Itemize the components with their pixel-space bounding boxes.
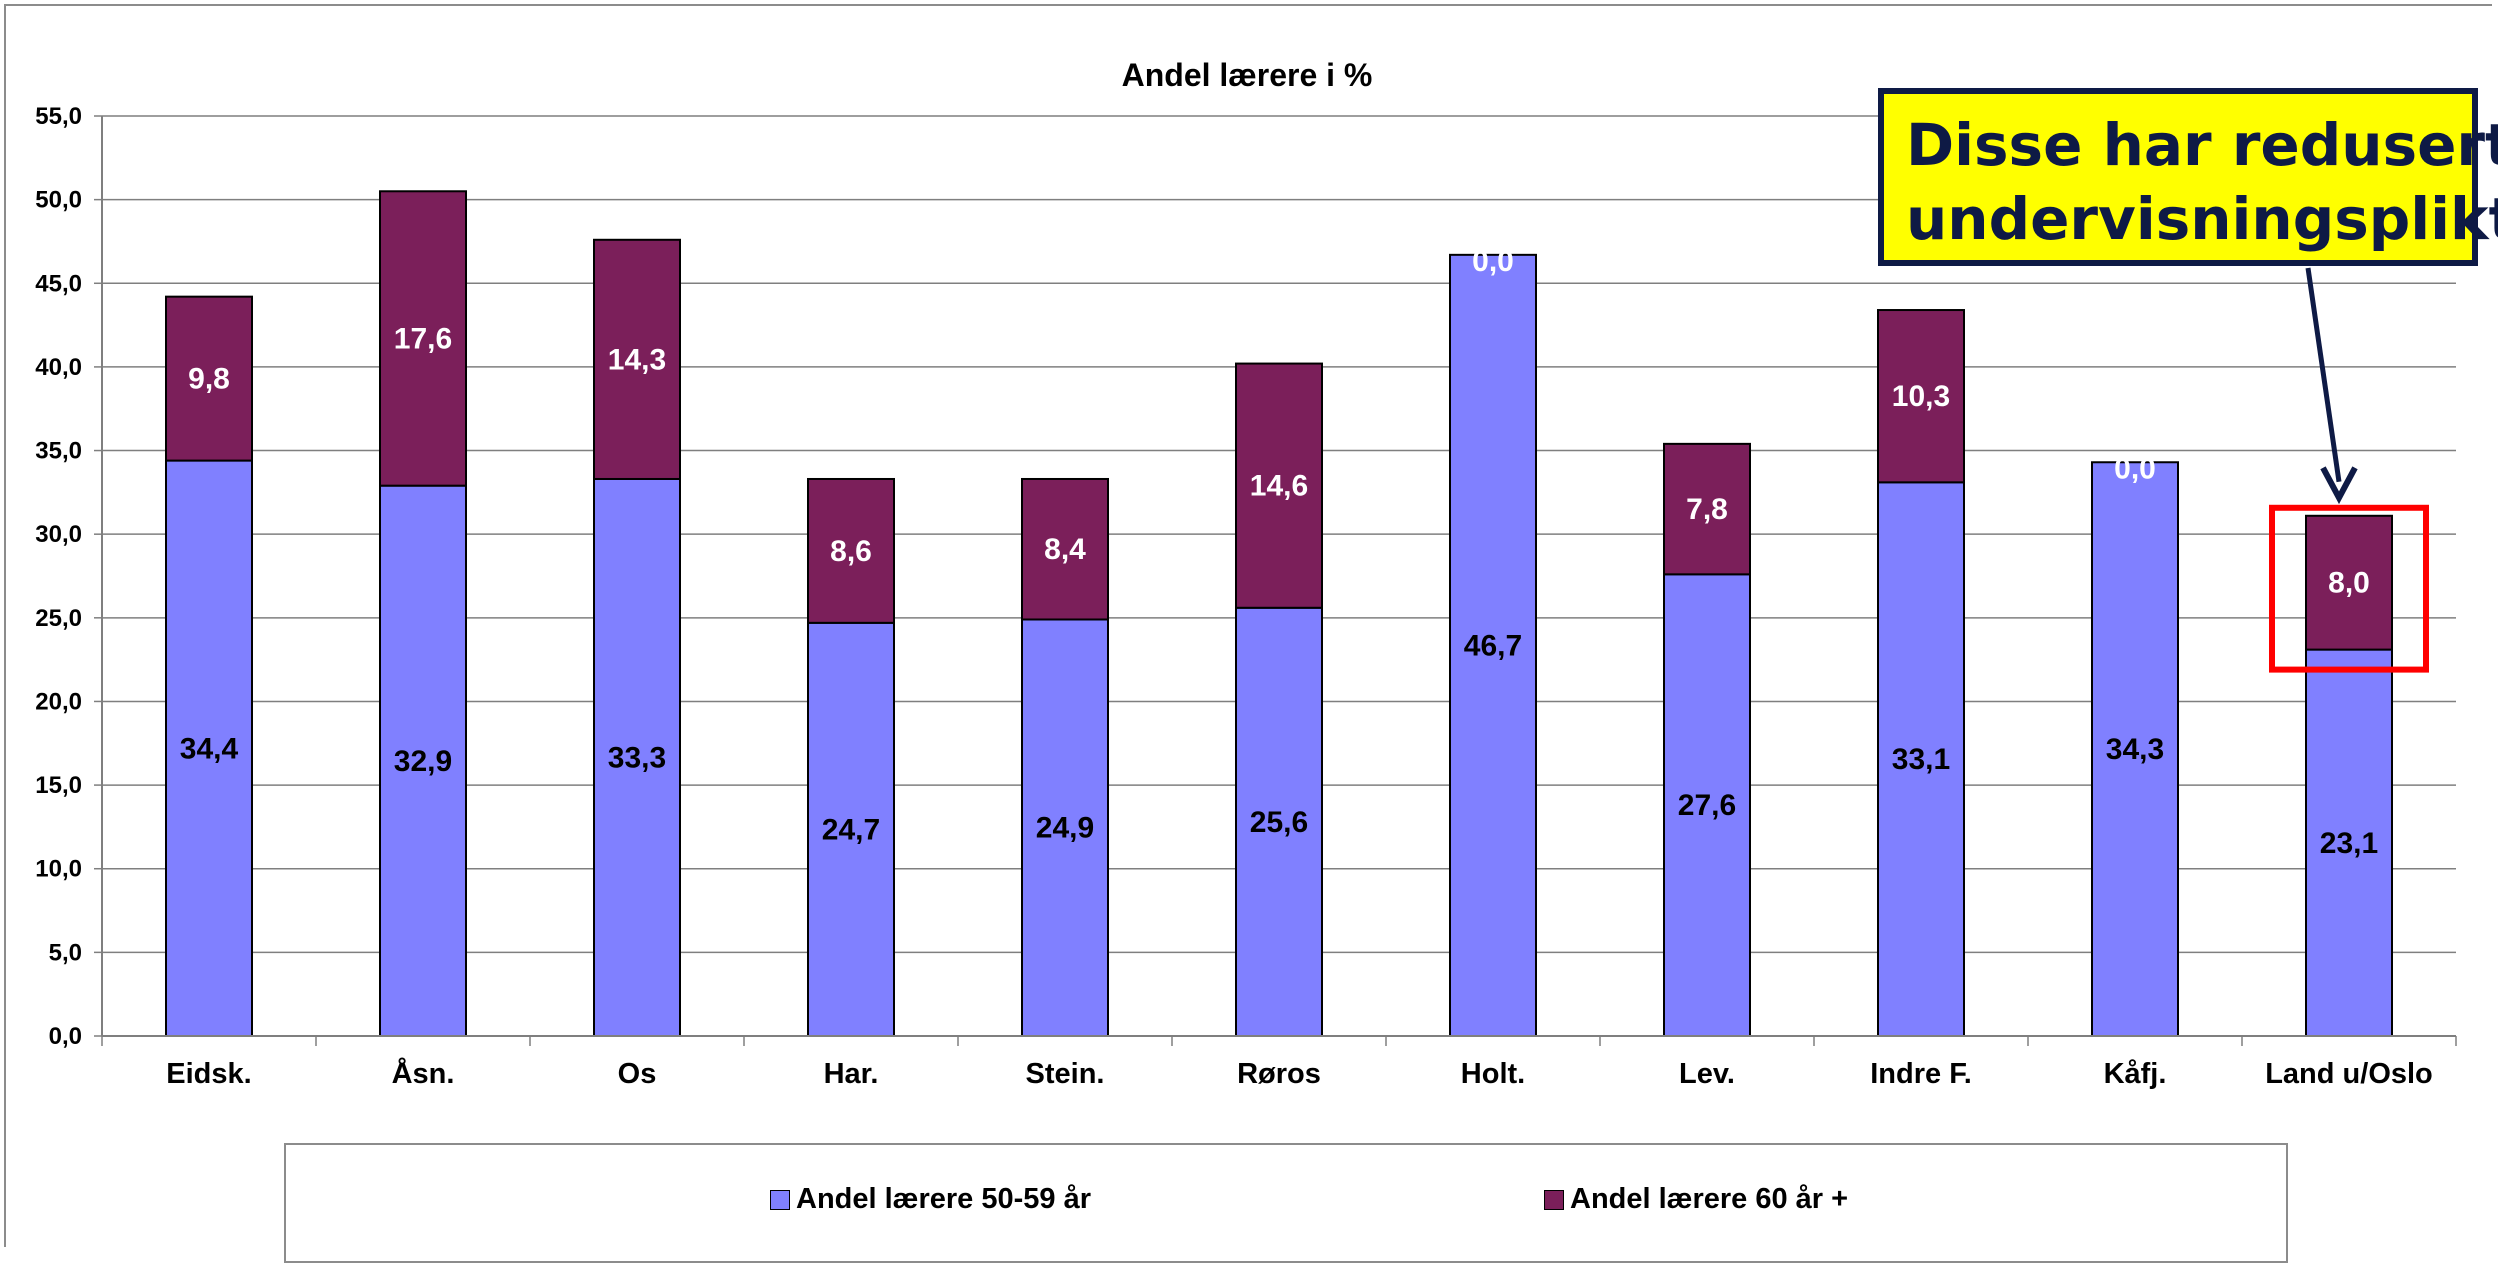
bar-segment-50-59 [165,459,253,1037]
x-tick-label: Røros [1237,1058,1321,1090]
legend-item-50-59: Andel lærere 50-59 år [770,1183,1091,1216]
data-label-50-59: 23,1 [2320,827,2378,860]
data-label-60-plus: 0,0 [2114,452,2156,485]
bar-segment-60-plus [593,238,681,480]
y-tick-label: 25,0 [35,605,82,632]
x-tick-label: Indre F. [1870,1058,1972,1090]
x-tick-label: Har. [824,1058,879,1090]
legend-swatch-60-plus [1544,1189,1564,1210]
bar-segment-50-59 [1021,618,1109,1037]
data-label-60-plus: 8,4 [1044,533,1086,566]
bar-segment-50-59 [1877,481,1965,1037]
bar-segment-50-59 [593,477,681,1037]
data-label-50-59: 46,7 [1464,629,1522,662]
data-label-60-plus: 8,6 [830,535,872,568]
callout-line-1: Disse har redusert [1906,111,2498,179]
y-tick-label: 45,0 [35,270,82,297]
data-label-60-plus: 9,8 [188,363,230,396]
data-label-60-plus: 14,6 [1250,470,1308,503]
bar-segment-50-59 [2091,461,2179,1038]
data-label-50-59: 24,7 [822,813,880,846]
data-label-50-59: 32,9 [394,745,452,778]
legend-swatch-50-59 [770,1189,790,1210]
y-axis-ticks: 0,0 5,0 10,0 15,0 20,0 25,0 30,0 35,0 40,0 45,0 50… [35,103,103,1050]
callout-text: Disse har redusert undervisningsplikt [1906,108,2498,256]
y-tick-label: 20,0 [35,688,82,715]
x-tick-label: Kåfj. [2104,1058,2167,1090]
legend-label-60-plus: Andel lærere 60 år + [1570,1183,1849,1215]
data-label-60-plus: 8,0 [2328,567,2370,600]
data-label-60-plus: 7,8 [1686,493,1728,526]
y-tick-label: 35,0 [35,438,82,465]
legend-label-50-59: Andel lærere 50-59 år [796,1183,1091,1215]
y-tick-label: 5,0 [49,939,82,966]
data-label-60-plus: 14,3 [608,343,666,376]
bar-segment-60-plus [1021,477,1109,621]
bar-segment-60-plus [2305,514,2393,651]
callout-box: Disse har redusert undervisningsplikt [1878,88,2498,266]
callout-line-2: undervisningsplikt [1906,185,2498,253]
data-label-50-59: 33,3 [608,741,666,774]
data-label-50-59: 25,6 [1250,806,1308,839]
legend: Andel lærere 50-59 år Andel lærere 60 år… [284,1143,2288,1263]
x-tick-label: Holt. [1461,1058,1525,1090]
x-tick-label: Eidsk. [166,1058,251,1090]
y-tick-label: 30,0 [35,521,82,548]
x-tick-label: Os [618,1058,657,1090]
chart-frame [4,4,2492,1247]
y-tick-label: 10,0 [35,856,82,883]
callout-arrow-head [2320,466,2358,505]
legend-item-60-plus: Andel lærere 60 år + [1544,1183,1848,1216]
x-tick-label: Stein. [1026,1058,1105,1090]
bar-segment-50-59 [1663,573,1751,1037]
bar-segment-60-plus [1877,309,1965,484]
highlight-box [2269,504,2429,673]
bar-segment-50-59 [807,621,895,1037]
y-tick-label: 0,0 [49,1023,82,1050]
callout-arrow-shaft [2305,267,2342,483]
data-label-50-59: 34,4 [180,732,239,765]
data-label-50-59: 24,9 [1036,812,1094,845]
y-tick-label: 55,0 [35,103,82,130]
data-label-60-plus: 0,0 [1472,245,1514,278]
x-axis-ticks: Eidsk. Åsn. Os Har. Stein. Røros Holt. Lev. Indr… [101,1035,2457,1090]
y-tick-label: 15,0 [35,772,82,799]
data-label-50-59: 33,1 [1892,743,1950,776]
x-tick-label: Åsn. [392,1057,455,1090]
data-label-60-plus: 17,6 [394,322,452,355]
y-tick-label: 40,0 [35,354,82,381]
chart-title: Andel lærere i % [1122,57,1373,93]
data-label-50-59: 27,6 [1678,789,1736,822]
bar-segment-60-plus [379,190,467,487]
bar-segment-60-plus [165,295,253,462]
bar-segment-60-plus [807,477,895,624]
x-tick-label: Land u/Oslo [2265,1058,2433,1090]
bar-segment-60-plus [1235,362,1323,609]
data-label-50-59: 34,3 [2106,733,2164,766]
data-label-60-plus: 10,3 [1892,380,1950,413]
x-tick-label: Lev. [1679,1058,1735,1090]
bars: 34,4 9,8 32,9 17,6 33,3 14,3 24,7 8,6 24,9 8,4 25,… [165,190,2393,1038]
highlight-overlay [2269,267,2429,673]
bar-segment-50-59 [2305,648,2393,1037]
y-tick-label: 50,0 [35,187,82,214]
bar-segment-50-59 [1449,253,1537,1037]
bar-segment-60-plus [1663,442,1751,576]
